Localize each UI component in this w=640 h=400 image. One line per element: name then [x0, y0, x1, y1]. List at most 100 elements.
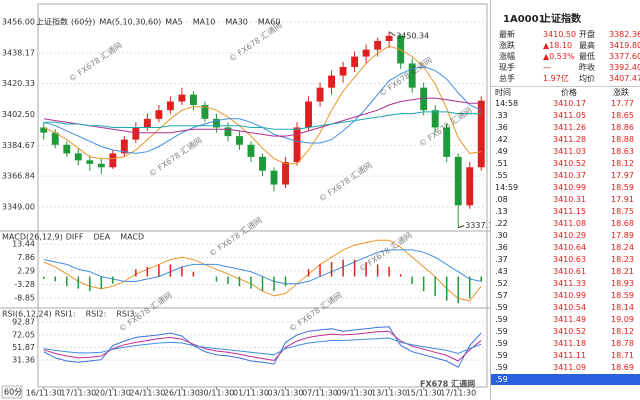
candle-body [132, 127, 140, 140]
tick-time: .13 [495, 207, 508, 216]
x-tick-label: 17/11:30 [60, 389, 96, 398]
annotation-high: 3450.34 [396, 31, 429, 40]
tick-time: .52 [495, 279, 508, 288]
series-line [43, 45, 482, 165]
tick-time: .59 [495, 327, 508, 336]
x-tick-label: 13/11:30 [371, 389, 407, 398]
candle-body [454, 156, 462, 206]
series-line [43, 330, 482, 362]
legend-entry: RSI1: [55, 310, 76, 319]
tick-price: 3410.52 [553, 159, 587, 168]
candle-body [189, 94, 197, 105]
tick-row: .30 3410.29 17.89 [491, 230, 640, 241]
candle-body [270, 170, 278, 185]
period-button-bg [1, 385, 23, 399]
x-tick-label: 07/11:30 [302, 389, 338, 398]
x-tick-label: 09/11:30 [337, 389, 373, 398]
y-tick-label: 92.87 [12, 317, 35, 326]
info-value: 3407.47 [609, 74, 640, 83]
tick-price: 3411.26 [553, 123, 587, 132]
info-value: 3410.50 [543, 30, 577, 39]
candle-body [408, 63, 416, 88]
candle-body [316, 87, 324, 102]
tick-change: 18.24 [611, 243, 634, 252]
x-tick-label: 03/11:30 [268, 389, 304, 398]
info-row: 涨幅 ▲0.53% 最低 3377.60 [491, 51, 640, 62]
candle-body [63, 144, 71, 154]
tick-row: .59 3411.09 18.69 [491, 362, 640, 373]
tick-change: 18.59 [611, 183, 634, 192]
watermark: © FX678 汇通网 [67, 40, 124, 84]
tick-time: .59 [495, 339, 508, 348]
candle-body [86, 160, 94, 164]
candle-body [178, 94, 186, 102]
candle-body [466, 167, 474, 206]
tick-time: .59 [495, 315, 508, 324]
tick-row: .13 3411.15 18.75 [491, 206, 640, 217]
series-line [43, 111, 482, 130]
info-label: 现手 [499, 63, 515, 72]
name: 上证指数 [541, 14, 581, 25]
candle-body [166, 101, 174, 111]
y-tick-label: 3366.84 [2, 172, 35, 181]
info-label: 涨跌 [499, 41, 515, 50]
tick-price: 3410.99 [553, 291, 587, 300]
legend-entry: MA60 [258, 18, 281, 27]
x-tick-label: 24/11:30 [129, 389, 165, 398]
period-button[interactable]: 60分 [4, 388, 22, 397]
tick-time: .33 [495, 111, 508, 120]
tick-row: .43 3410.61 18.21 [491, 266, 640, 277]
tick-time: .30 [495, 231, 508, 240]
x-tick-label: 15/11:30 [406, 389, 442, 398]
legend-entry: RSI3: [116, 310, 137, 319]
annotation-low: 3337.11 [465, 221, 490, 230]
tick-change: 18.14 [611, 303, 634, 312]
x-tick-label: 26/11:30 [164, 389, 200, 398]
panel-title: MACD(26,12,9) [2, 233, 63, 242]
tick-row: .52 3411.33 18.93 [491, 278, 640, 289]
legend-entry: DEA [94, 233, 111, 242]
x-tick-label: 16/11:30 [26, 389, 62, 398]
candle-body [236, 136, 243, 145]
watermark: © FX678 汇通网 [317, 160, 374, 204]
tick-change: 18.65 [611, 111, 634, 120]
info-row: 涨跌 ▲18.10 最高 3419.80 [491, 40, 640, 51]
tick-time: .55 [495, 171, 508, 180]
tick-change: 18.63 [611, 147, 634, 156]
tick-price: 3411.08 [553, 219, 587, 228]
candle-body [97, 163, 105, 168]
legend-entry: MA10 [193, 18, 216, 27]
info-value: 1.97亿 [543, 74, 569, 83]
tick-time: .59 [495, 351, 508, 360]
info-value: 3382.36 [609, 30, 640, 39]
tick-change: 18.23 [611, 255, 634, 264]
tick-price: 3410.31 [553, 195, 587, 204]
tick-change: 19.09 [611, 315, 634, 324]
tick-time: 14:58 [495, 99, 519, 108]
tick-row: .51 3410.52 18.12 [491, 158, 640, 169]
code: 1A0001 [503, 14, 546, 25]
quote-header: 1A0001 上证指数 [491, 14, 640, 25]
tick-price: 3410.52 [553, 327, 587, 336]
legend-entry: RSI2: [86, 310, 107, 319]
x-tick-label: 20/11:30 [95, 389, 131, 398]
info-row: 现手 — 昨收 3392.40 [491, 62, 640, 73]
candle-body [328, 75, 336, 88]
candle-body [212, 118, 220, 128]
legend-entry: MACD [120, 233, 144, 242]
tick-row: .55 3410.37 17.97 [491, 170, 640, 181]
tick-row: .08 3410.31 17.91 [491, 194, 640, 205]
y-tick-label: -8.85 [14, 294, 35, 303]
tick-time: .37 [495, 255, 508, 264]
info-label: 最低 [579, 52, 595, 61]
tick-change: 18.75 [611, 207, 634, 216]
tick-time: .22 [495, 219, 508, 228]
frame [37, 3, 488, 388]
y-tick-label: 3456.00 [2, 17, 35, 26]
chart: 3456.00 3438.17 3420.33 3402.50 3384.67 3366.… [0, 3, 498, 399]
tick-row: .37 3410.63 18.23 [491, 254, 640, 265]
tick-row: .59 3410.54 18.14 [491, 302, 640, 313]
y-tick-label: 51.87 [12, 343, 35, 352]
tick-price: 3410.17 [553, 99, 587, 108]
